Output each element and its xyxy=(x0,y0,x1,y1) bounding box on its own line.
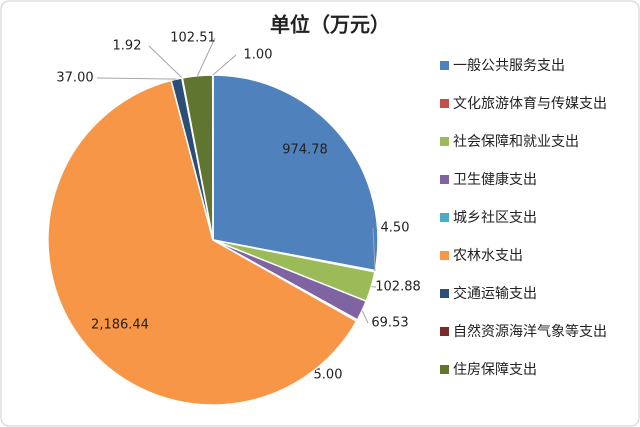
legend-swatch xyxy=(440,99,449,108)
legend-swatch xyxy=(440,213,449,222)
legend-label: 住房保障支出 xyxy=(453,362,537,378)
data-label: 2,186.44 xyxy=(91,318,149,333)
data-label: 69.53 xyxy=(371,316,408,331)
data-label: 4.50 xyxy=(381,221,410,236)
data-label: 37.00 xyxy=(56,71,93,86)
data-label: 102.88 xyxy=(375,280,421,295)
leader-line xyxy=(148,45,183,79)
legend-swatch xyxy=(440,327,449,336)
pie-slice xyxy=(47,79,358,406)
legend-label: 社会保障和就业支出 xyxy=(453,134,579,150)
legend-label: 农林水支出 xyxy=(453,248,523,264)
leader-line xyxy=(361,310,369,324)
legend-swatch xyxy=(440,289,449,298)
data-label: 1.00 xyxy=(244,48,273,63)
chart-title: 单位（万元） xyxy=(270,13,390,37)
data-label: 5.00 xyxy=(314,368,343,383)
legend-swatch xyxy=(440,137,449,146)
leader-line xyxy=(372,227,376,272)
legend-label: 一般公共服务支出 xyxy=(453,58,565,74)
leader-line xyxy=(96,77,177,80)
legend-label: 自然资源海洋气象等支出 xyxy=(453,323,607,340)
leader-line xyxy=(197,37,216,76)
data-label: 1.92 xyxy=(113,39,142,54)
legend-swatch xyxy=(440,251,449,260)
leader-line xyxy=(212,54,237,76)
pie-slice xyxy=(212,74,379,272)
legend-swatch xyxy=(440,365,449,374)
legend-label: 文化旅游体育与传媒支出 xyxy=(453,96,607,112)
legend-label: 卫生健康支出 xyxy=(453,171,537,188)
data-label: 974.78 xyxy=(282,143,328,158)
legend-label: 交通运输支出 xyxy=(453,285,537,302)
legend-swatch xyxy=(440,61,449,70)
legend-swatch xyxy=(440,175,449,184)
data-label: 102.51 xyxy=(170,31,216,46)
legend-label: 城乡社区支出 xyxy=(453,210,537,226)
